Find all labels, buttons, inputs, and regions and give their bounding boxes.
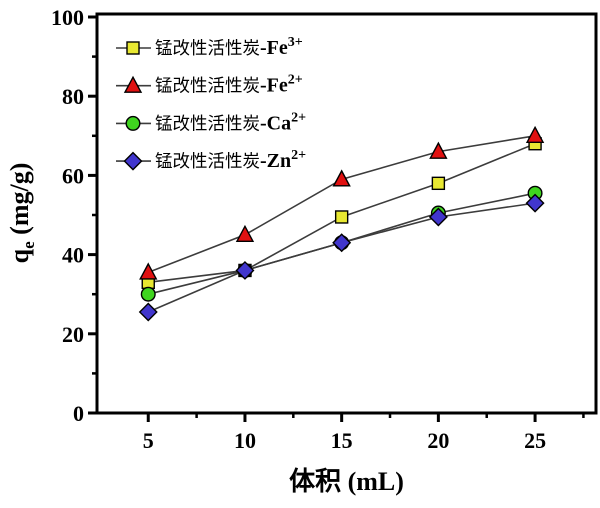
y-tick-label-20: 20 <box>62 322 84 347</box>
y-tick-label-40: 40 <box>62 243 84 268</box>
y-tick-label-0: 0 <box>73 401 84 426</box>
legend-marker-triangle <box>123 75 143 93</box>
legend-label-superscript: 2+ <box>291 148 306 163</box>
x-tick-label-20: 20 <box>427 428 449 453</box>
series-markers-fe2 <box>139 125 545 280</box>
y-tick-label-60: 60 <box>62 163 84 188</box>
legend-marker-circle <box>125 115 141 131</box>
plot-border <box>95 12 598 415</box>
data-point <box>332 169 351 187</box>
x-tick-label-5: 5 <box>143 428 154 453</box>
data-point <box>431 176 446 191</box>
legend-label-superscript: 2+ <box>288 73 303 88</box>
legend-marker-square <box>126 41 140 55</box>
legend-marker-diamond <box>123 151 143 171</box>
legend-label: 锰改性活性炭-Zn2+ <box>155 148 306 172</box>
legend-entry-2: 锰改性活性炭-Ca2+ <box>116 110 306 134</box>
legend-entry-3: 锰改性活性炭-Zn2+ <box>116 148 306 172</box>
data-point <box>235 224 255 243</box>
x-tick-label-25: 25 <box>524 428 546 453</box>
x-axis-title: 体积 (mL) <box>289 467 404 496</box>
y-axis-title: qe (mg/g) <box>5 163 38 264</box>
legend-entry-0: 锰改性活性炭-Fe3+ <box>116 35 303 59</box>
data-point <box>525 193 545 213</box>
legend-label-superscript: 2+ <box>291 110 306 125</box>
data-point <box>138 302 158 322</box>
legend: 锰改性活性炭-Fe3+锰改性活性炭-Fe2+锰改性活性炭-Ca2+锰改性活性炭-… <box>116 35 306 172</box>
data-point <box>235 260 255 280</box>
data-point <box>334 210 349 224</box>
legend-label-symbol: -Fe <box>260 37 288 59</box>
x-tick-label-15: 15 <box>331 428 353 453</box>
data-point <box>525 125 545 144</box>
x-tick-label-10: 10 <box>234 428 256 453</box>
y-axis-title-subscript: e <box>19 241 38 249</box>
legend-label: 锰改性活性炭-Fe2+ <box>155 73 303 97</box>
y-tick-label-80: 80 <box>62 84 84 109</box>
y-axis-title-main: q <box>5 248 34 263</box>
legend-label-cn: 锰改性活性炭 <box>155 38 260 58</box>
legend-label-superscript: 3+ <box>288 35 303 50</box>
data-point <box>139 262 158 280</box>
data-point <box>140 286 156 302</box>
series-markers-zn2 <box>138 193 545 322</box>
y-tick-label-100: 100 <box>51 5 84 30</box>
legend-label-cn: 锰改性活性炭 <box>155 151 260 171</box>
legend-label-cn: 锰改性活性炭 <box>155 76 260 96</box>
data-point <box>332 233 352 253</box>
data-point <box>429 141 448 159</box>
legend-label: 锰改性活性炭-Fe3+ <box>155 35 303 59</box>
legend-label-symbol: -Fe <box>260 75 288 97</box>
legend-label-symbol: -Zn <box>260 150 291 172</box>
legend-label: 锰改性活性炭-Ca2+ <box>155 110 306 134</box>
legend-entry-1: 锰改性活性炭-Fe2+ <box>116 73 303 97</box>
y-axis-title-units: (mg/g) <box>5 163 34 242</box>
legend-label-cn: 锰改性活性炭 <box>155 113 260 133</box>
data-point <box>428 207 448 227</box>
legend-label-symbol: -Ca <box>260 112 291 134</box>
